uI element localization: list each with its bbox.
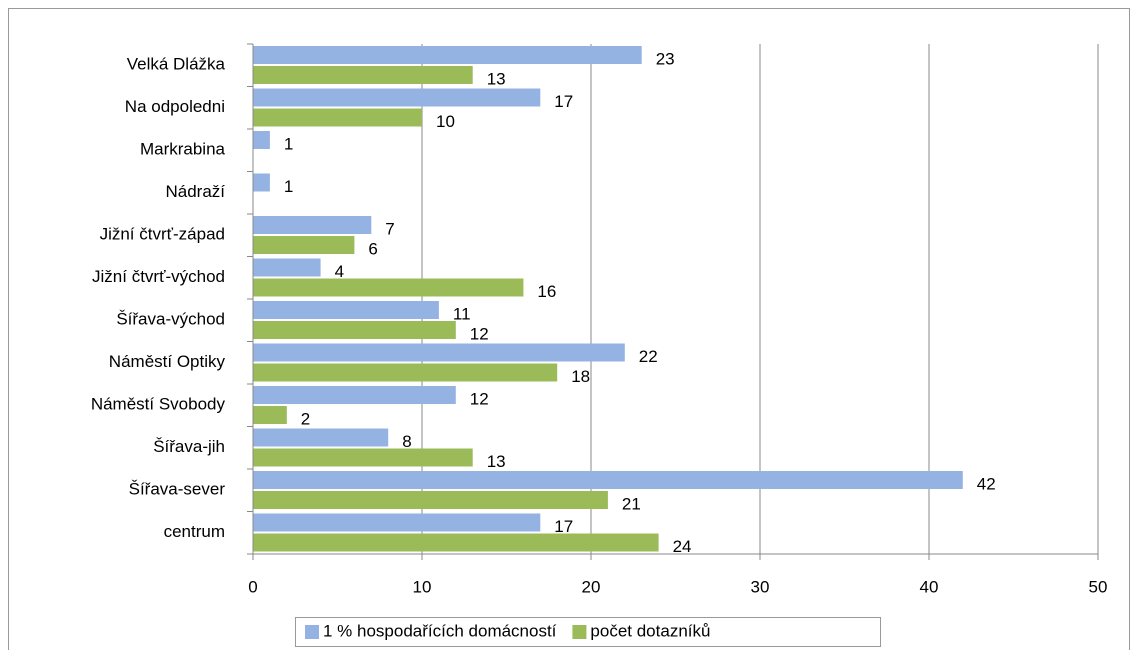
data-label: 12 bbox=[470, 324, 489, 343]
y-tick-label: Markrabina bbox=[140, 140, 226, 159]
y-tick-label: Náměstí Svobody bbox=[91, 395, 226, 414]
x-tick-label: 20 bbox=[582, 577, 601, 596]
bar bbox=[253, 131, 270, 149]
bar bbox=[253, 533, 659, 552]
bar bbox=[253, 278, 524, 297]
legend-swatch bbox=[572, 625, 587, 639]
bar bbox=[253, 363, 558, 382]
x-tick-label: 30 bbox=[751, 577, 770, 596]
bar bbox=[253, 236, 355, 254]
bar bbox=[253, 513, 541, 532]
data-label: 10 bbox=[436, 112, 455, 131]
data-label: 24 bbox=[673, 537, 692, 556]
y-tick-label: Šířava-východ bbox=[116, 310, 225, 329]
bar bbox=[253, 301, 439, 319]
y-tick-label: centrum bbox=[164, 522, 225, 541]
y-tick-label: Náměstí Optiky bbox=[109, 352, 226, 371]
data-label: 11 bbox=[453, 304, 471, 323]
data-label: 42 bbox=[977, 474, 996, 493]
data-label: 22 bbox=[639, 347, 658, 366]
bar bbox=[253, 343, 625, 362]
legend-label: počet dotazníků bbox=[590, 621, 710, 640]
bar bbox=[253, 386, 456, 404]
data-label: 6 bbox=[368, 239, 377, 258]
x-tick-label: 0 bbox=[248, 577, 257, 596]
data-label: 16 bbox=[537, 282, 556, 301]
data-label: 18 bbox=[571, 367, 590, 386]
bar bbox=[253, 448, 473, 467]
data-label: 1 bbox=[284, 134, 293, 153]
bar bbox=[253, 108, 422, 127]
data-label: 2 bbox=[301, 409, 310, 428]
bar bbox=[253, 66, 473, 84]
y-tick-label: Jižní čtvrť-východ bbox=[92, 267, 225, 286]
x-tick-label: 40 bbox=[920, 577, 939, 596]
data-label: 23 bbox=[656, 49, 675, 68]
legend-swatch bbox=[305, 625, 319, 639]
data-label: 17 bbox=[554, 92, 573, 111]
data-label: 1 bbox=[284, 177, 293, 196]
chart-border bbox=[8, 8, 1130, 655]
bar bbox=[253, 406, 287, 424]
bar bbox=[253, 491, 608, 509]
y-tick-label: Nádraží bbox=[165, 182, 225, 201]
bar bbox=[253, 216, 372, 234]
data-label: 13 bbox=[487, 452, 506, 471]
data-label: 12 bbox=[470, 389, 489, 408]
y-tick-label: Velká Dlážka bbox=[127, 55, 226, 74]
bar bbox=[253, 321, 456, 339]
legend-label: 1 % hospodařících domácností bbox=[323, 621, 557, 640]
legend-box bbox=[295, 617, 881, 647]
bar bbox=[253, 428, 389, 447]
data-label: 21 bbox=[622, 494, 641, 513]
y-tick-label: Jižní čtvrť-západ bbox=[100, 225, 225, 244]
bar bbox=[253, 258, 321, 277]
bar bbox=[253, 471, 963, 489]
bar bbox=[253, 173, 270, 192]
data-label: 7 bbox=[385, 219, 394, 238]
y-tick-label: Šířava-jih bbox=[153, 437, 225, 456]
data-label: 4 bbox=[335, 262, 344, 281]
data-label: 17 bbox=[554, 517, 573, 536]
y-tick-label: Na odpoledni bbox=[125, 97, 225, 116]
bar bbox=[253, 88, 541, 107]
data-label: 13 bbox=[487, 69, 506, 88]
data-label: 8 bbox=[402, 432, 411, 451]
y-tick-label: Šířava-sever bbox=[129, 480, 226, 499]
x-tick-label: 50 bbox=[1089, 577, 1108, 596]
x-tick-label: 10 bbox=[413, 577, 432, 596]
bar bbox=[253, 46, 642, 64]
